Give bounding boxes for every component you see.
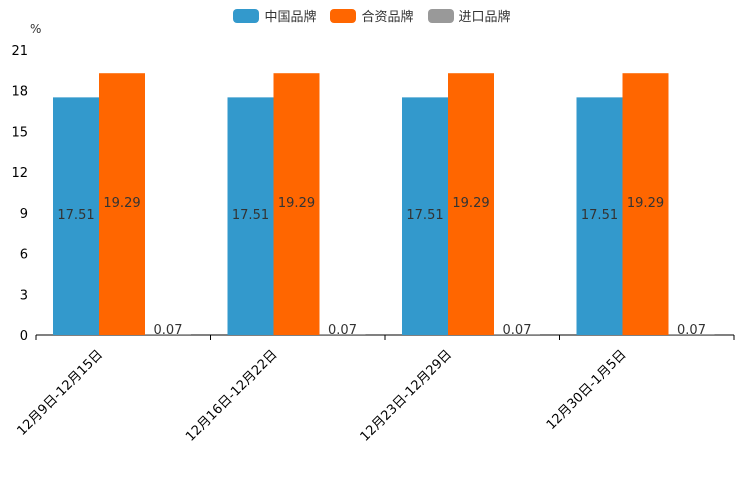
- data-label: 17.51: [406, 208, 443, 223]
- legend-item-series-1[interactable]: 合资品牌: [330, 6, 414, 25]
- bars: [53, 73, 715, 335]
- bar: [99, 73, 145, 335]
- y-tick-label: 21: [11, 44, 28, 59]
- data-label: 19.29: [103, 196, 140, 211]
- y-tick-label: 0: [20, 329, 28, 344]
- data-label: 0.07: [677, 323, 706, 338]
- legend-swatch: [233, 8, 260, 23]
- y-tick-label: 18: [11, 85, 28, 100]
- x-tick-label: 12月30日-1月5日: [544, 347, 630, 433]
- y-tick-label: 3: [20, 288, 28, 303]
- data-label: 0.07: [328, 323, 357, 338]
- bar: [227, 97, 274, 335]
- y-tick-label: 15: [11, 125, 28, 140]
- bar: [448, 73, 494, 335]
- legend-label: 进口品牌: [458, 10, 511, 25]
- legend-label: 中国品牌: [264, 10, 317, 25]
- bar: [53, 97, 99, 335]
- data-label: 19.29: [452, 196, 489, 211]
- data-label: 17.51: [57, 208, 94, 223]
- legend-swatch: [330, 8, 357, 23]
- y-tick-label: 6: [20, 248, 28, 263]
- y-tick-label: 12: [11, 166, 28, 181]
- data-labels: 17.51 19.29 0.07 17.51 19.29 0.07 17.51 19.29 0.…: [57, 196, 706, 338]
- data-label: 0.07: [154, 323, 183, 338]
- bar: [576, 97, 623, 335]
- data-label: 19.29: [627, 196, 664, 211]
- bar: [494, 334, 540, 335]
- y-tick-label: 9: [20, 207, 28, 222]
- legend-swatch: [427, 8, 454, 23]
- legend-item-series-0[interactable]: 中国品牌: [233, 6, 316, 25]
- data-label: 17.51: [232, 208, 269, 223]
- data-label: 17.51: [581, 208, 618, 223]
- legend-item-series-2[interactable]: 进口品牌: [427, 6, 511, 25]
- data-label: 19.29: [278, 196, 315, 211]
- data-label: 0.07: [503, 323, 532, 338]
- bar: [622, 73, 669, 335]
- x-tick-label: 12月23日-12月29日: [358, 347, 455, 444]
- bar: [668, 334, 715, 335]
- y-unit-label: %: [30, 22, 41, 36]
- bar: [273, 73, 320, 335]
- bar: [145, 334, 191, 335]
- legend-label: 合资品牌: [361, 10, 414, 25]
- legend: 中国品牌 合资品牌 进口品牌: [0, 6, 744, 25]
- bar: [402, 97, 448, 335]
- bar: [319, 334, 366, 335]
- x-tick-label: 12月9日-12月15日: [14, 347, 106, 439]
- x-tick-label: 12月16日-12月22日: [183, 347, 280, 444]
